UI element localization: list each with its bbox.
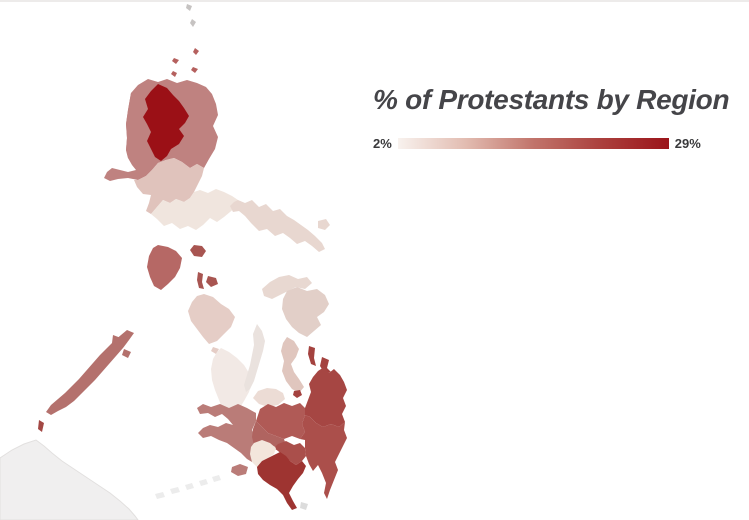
region-leyte[interactable] (281, 337, 304, 393)
region-masbate[interactable] (262, 275, 312, 299)
region-romblon[interactable] (197, 272, 218, 289)
region-northern-mindanao[interactable] (256, 403, 305, 439)
region-panay[interactable] (188, 294, 235, 344)
region-palawan[interactable] (46, 330, 134, 415)
legend-min-label: 2% (373, 136, 392, 151)
region-cordillera[interactable] (143, 84, 189, 161)
region-negros[interactable] (211, 348, 252, 418)
region-bohol[interactable] (253, 388, 285, 407)
region-marinduque[interactable] (190, 245, 206, 257)
region-babuyan-speck[interactable] (171, 71, 177, 77)
chart-header: % of Protestants by Region 2% 29% (373, 84, 730, 150)
region-maguindanao[interactable] (250, 440, 276, 467)
region-soccsksargen[interactable] (257, 452, 306, 510)
chart-title: % of Protestants by Region (373, 84, 730, 115)
region-cebu[interactable] (244, 324, 265, 392)
region-cotabato[interactable] (274, 441, 306, 465)
region-surigao-islands[interactable] (308, 346, 331, 374)
region-balabac[interactable] (38, 420, 44, 432)
region-batanes-speck[interactable] (190, 19, 196, 27)
region-babuyan-speck[interactable] (193, 48, 199, 55)
region-zamboanga-peninsula[interactable] (197, 404, 256, 462)
color-scale-legend: 2% 29% (373, 137, 713, 150)
region-basilan[interactable] (231, 464, 248, 476)
window-top-hairline (0, 0, 749, 2)
region-calamian-islands[interactable] (112, 335, 131, 358)
region-caraga[interactable] (305, 367, 347, 427)
region-babuyan-speck[interactable] (172, 58, 179, 64)
region-mindoro[interactable] (147, 245, 182, 290)
region-babuyan-speck[interactable] (191, 67, 198, 73)
region-catanduanes[interactable] (318, 219, 330, 230)
region-calabarzon[interactable] (151, 189, 238, 230)
region-sarangani-island[interactable] (300, 502, 308, 510)
neighbor-borneo (0, 439, 139, 520)
region-camiguin[interactable] (293, 390, 302, 398)
region-ilocos[interactable] (126, 90, 144, 163)
region-sulu-archipelago[interactable] (155, 475, 221, 499)
region-central-luzon[interactable] (134, 158, 204, 214)
legend-max-label: 29% (674, 136, 701, 151)
region-davao[interactable] (300, 415, 347, 499)
islands-batanes-babuyan (171, 4, 199, 77)
region-samar[interactable] (282, 287, 329, 337)
legend-gradient-bar (397, 138, 669, 149)
region-bicol[interactable] (230, 200, 325, 252)
region-batanes-speck[interactable] (186, 4, 192, 11)
